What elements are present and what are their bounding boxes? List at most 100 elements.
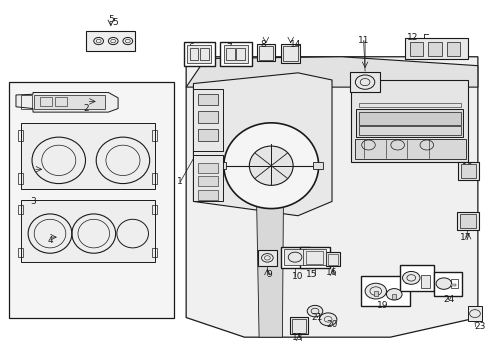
Bar	[55, 98, 67, 106]
Bar	[198, 129, 217, 141]
Bar	[305, 251, 323, 264]
Bar	[409, 42, 423, 56]
Text: 17: 17	[459, 233, 470, 242]
Text: 2: 2	[83, 104, 89, 113]
Polygon shape	[256, 202, 283, 337]
Bar	[19, 130, 23, 141]
Circle shape	[435, 278, 451, 289]
Bar	[356, 109, 462, 137]
Text: 23: 23	[474, 322, 485, 331]
Bar	[198, 111, 217, 123]
Circle shape	[402, 271, 419, 284]
Bar	[361, 276, 409, 306]
Bar	[300, 247, 329, 267]
Text: 1: 1	[177, 177, 183, 186]
Bar	[399, 265, 433, 291]
Bar	[358, 103, 460, 108]
Text: 21: 21	[311, 313, 323, 322]
Text: 19: 19	[377, 301, 388, 310]
Text: 14: 14	[290, 40, 301, 49]
Bar	[193, 89, 222, 152]
Text: 6: 6	[188, 43, 194, 52]
Text: 22: 22	[404, 277, 415, 286]
Bar	[187, 45, 211, 63]
Text: 8: 8	[260, 40, 265, 49]
Bar	[358, 112, 460, 125]
Bar	[223, 45, 247, 63]
Bar	[350, 72, 379, 93]
Bar	[21, 123, 154, 189]
Text: 9: 9	[265, 270, 271, 279]
Bar	[152, 130, 157, 141]
Bar	[281, 247, 309, 267]
Bar	[289, 317, 307, 334]
Bar	[291, 319, 305, 333]
Bar	[21, 200, 154, 262]
Bar	[427, 42, 441, 56]
Bar	[183, 42, 215, 66]
Bar	[152, 173, 157, 184]
Text: 13: 13	[292, 333, 303, 342]
Text: 10: 10	[292, 272, 303, 281]
Bar	[420, 275, 429, 288]
Text: 7: 7	[225, 43, 231, 52]
Text: 5: 5	[113, 18, 118, 27]
Bar	[284, 249, 305, 265]
Bar	[391, 294, 395, 298]
Bar	[457, 212, 478, 230]
Bar	[358, 126, 460, 135]
Bar	[152, 205, 157, 214]
Text: 12: 12	[406, 33, 417, 42]
Bar	[215, 162, 225, 169]
Bar	[19, 205, 23, 214]
Circle shape	[386, 289, 401, 300]
Bar	[460, 164, 475, 178]
Text: 16: 16	[325, 268, 337, 277]
Circle shape	[365, 283, 386, 299]
Bar	[467, 306, 481, 321]
Bar	[193, 155, 222, 202]
Bar	[21, 95, 31, 109]
Bar	[283, 46, 297, 61]
Ellipse shape	[224, 123, 318, 208]
Bar	[200, 48, 208, 60]
Bar	[189, 48, 198, 60]
Polygon shape	[193, 73, 331, 216]
Text: 11: 11	[357, 36, 368, 45]
Bar	[355, 139, 465, 158]
Bar	[40, 98, 52, 106]
Bar	[236, 48, 244, 60]
Bar	[325, 252, 340, 266]
Bar	[34, 95, 105, 109]
Text: 20: 20	[325, 320, 337, 329]
Bar	[457, 162, 478, 180]
Bar	[303, 249, 325, 265]
Text: 5: 5	[108, 15, 113, 24]
Text: 4: 4	[47, 236, 53, 245]
Bar	[152, 248, 157, 257]
Bar	[450, 284, 455, 287]
Text: 24: 24	[442, 295, 453, 304]
Polygon shape	[186, 57, 477, 87]
Circle shape	[306, 305, 322, 317]
Bar	[9, 82, 174, 318]
Bar	[327, 254, 338, 265]
Bar	[198, 163, 217, 173]
Bar	[257, 250, 277, 266]
Bar	[198, 190, 217, 200]
Bar	[220, 42, 251, 66]
Bar	[281, 44, 300, 63]
Bar	[450, 279, 457, 288]
Bar	[198, 176, 217, 186]
Bar	[459, 214, 475, 228]
Circle shape	[319, 313, 336, 326]
Ellipse shape	[249, 146, 292, 185]
Bar	[446, 42, 459, 56]
Polygon shape	[16, 93, 118, 112]
Bar	[86, 31, 135, 51]
Text: 15: 15	[305, 270, 317, 279]
Bar	[373, 291, 377, 296]
Bar	[259, 46, 272, 60]
Bar	[404, 38, 467, 59]
Bar	[198, 94, 217, 105]
